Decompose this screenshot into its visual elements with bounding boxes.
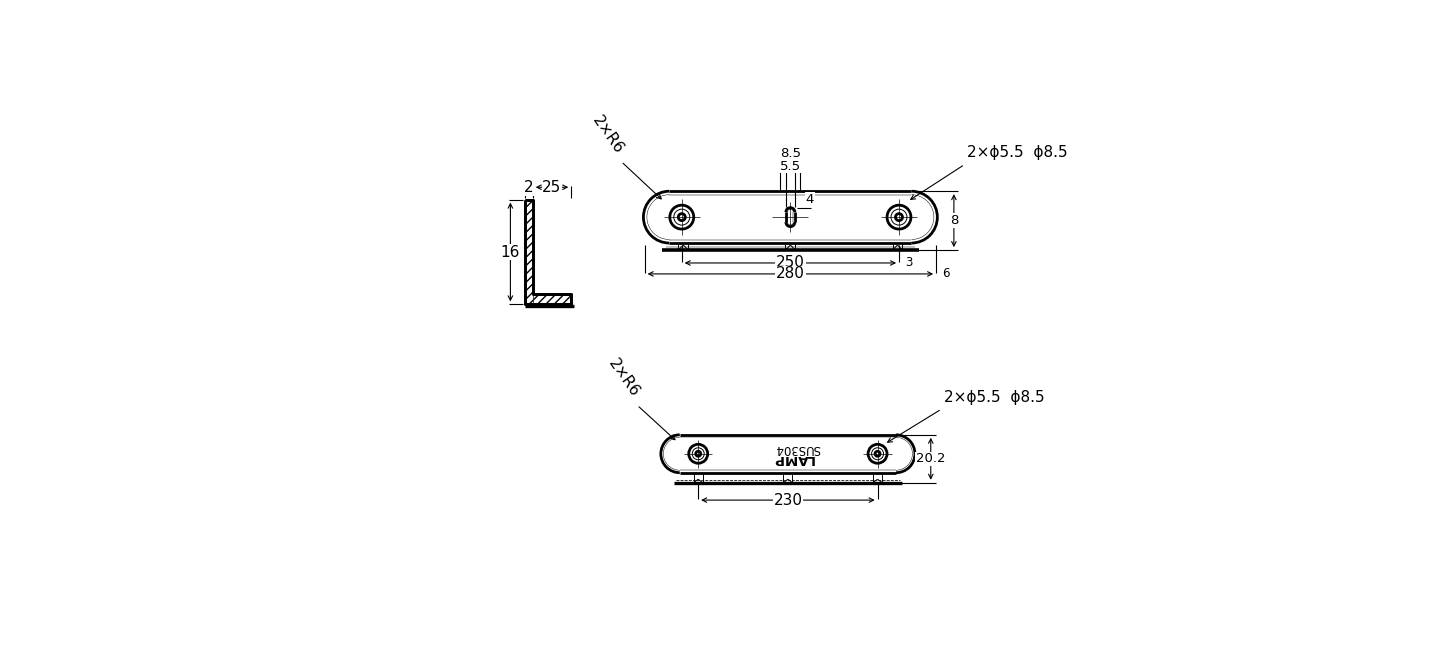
Text: 20.2: 20.2	[916, 452, 945, 465]
Text: 2×R6: 2×R6	[605, 356, 642, 400]
Text: 2×R6: 2×R6	[590, 113, 626, 157]
Polygon shape	[526, 294, 571, 304]
Text: 2: 2	[525, 180, 533, 195]
Text: 250: 250	[776, 256, 805, 270]
Text: 280: 280	[776, 267, 805, 281]
Text: 230: 230	[773, 492, 802, 508]
Text: 6: 6	[942, 267, 949, 280]
Text: 2×ϕ5.5  ϕ8.5: 2×ϕ5.5 ϕ8.5	[967, 146, 1068, 160]
Text: 25: 25	[542, 180, 562, 195]
Polygon shape	[526, 200, 533, 304]
Text: 3: 3	[905, 256, 912, 269]
Text: SUS304: SUS304	[775, 443, 821, 455]
Text: 8: 8	[949, 214, 958, 227]
Text: 5.5: 5.5	[780, 160, 801, 173]
Text: 8.5: 8.5	[780, 148, 801, 160]
Text: 16: 16	[501, 245, 520, 259]
Text: LAMP: LAMP	[772, 452, 814, 465]
Text: 2×ϕ5.5  ϕ8.5: 2×ϕ5.5 ϕ8.5	[944, 390, 1045, 405]
Text: 4: 4	[806, 193, 814, 206]
